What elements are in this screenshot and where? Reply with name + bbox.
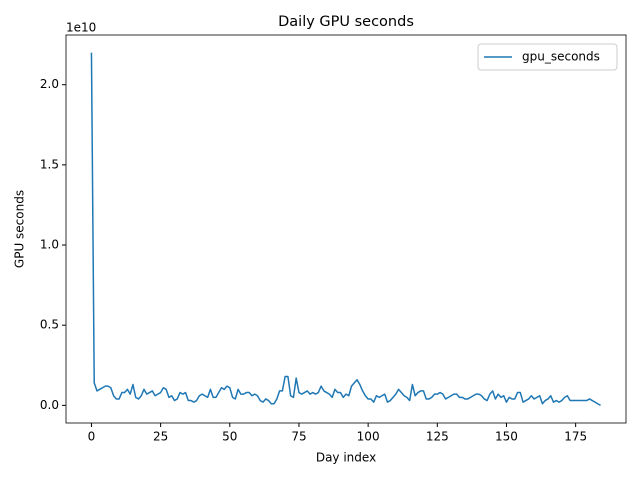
plot-frame (65, 34, 627, 424)
x-tick-label: 75 (291, 430, 306, 444)
y-tick-label: 1.5 (40, 157, 59, 171)
x-tick-label: 50 (222, 430, 237, 444)
legend-box (477, 43, 618, 71)
x-tick-label: 125 (426, 430, 449, 444)
x-tick-label: 0 (88, 430, 96, 444)
chart-title: Daily GPU seconds (278, 14, 414, 30)
y-tick-label: 0.0 (40, 398, 59, 412)
x-tick-label: 150 (495, 430, 518, 444)
x-tick-label: 175 (564, 430, 587, 444)
y-tick-label: 1.0 (40, 238, 59, 252)
x-axis-label: Day index (316, 451, 376, 465)
y-axis-label: GPU seconds (13, 190, 27, 268)
legend-label: gpu_seconds (522, 50, 600, 64)
y-offset-label: 1e10 (66, 21, 96, 35)
x-tick-label: 25 (153, 430, 168, 444)
x-tick-label: 100 (357, 430, 380, 444)
y-tick-label: 0.5 (40, 318, 59, 332)
y-tick-label: 2.0 (40, 77, 59, 91)
data-line (90, 52, 601, 407)
